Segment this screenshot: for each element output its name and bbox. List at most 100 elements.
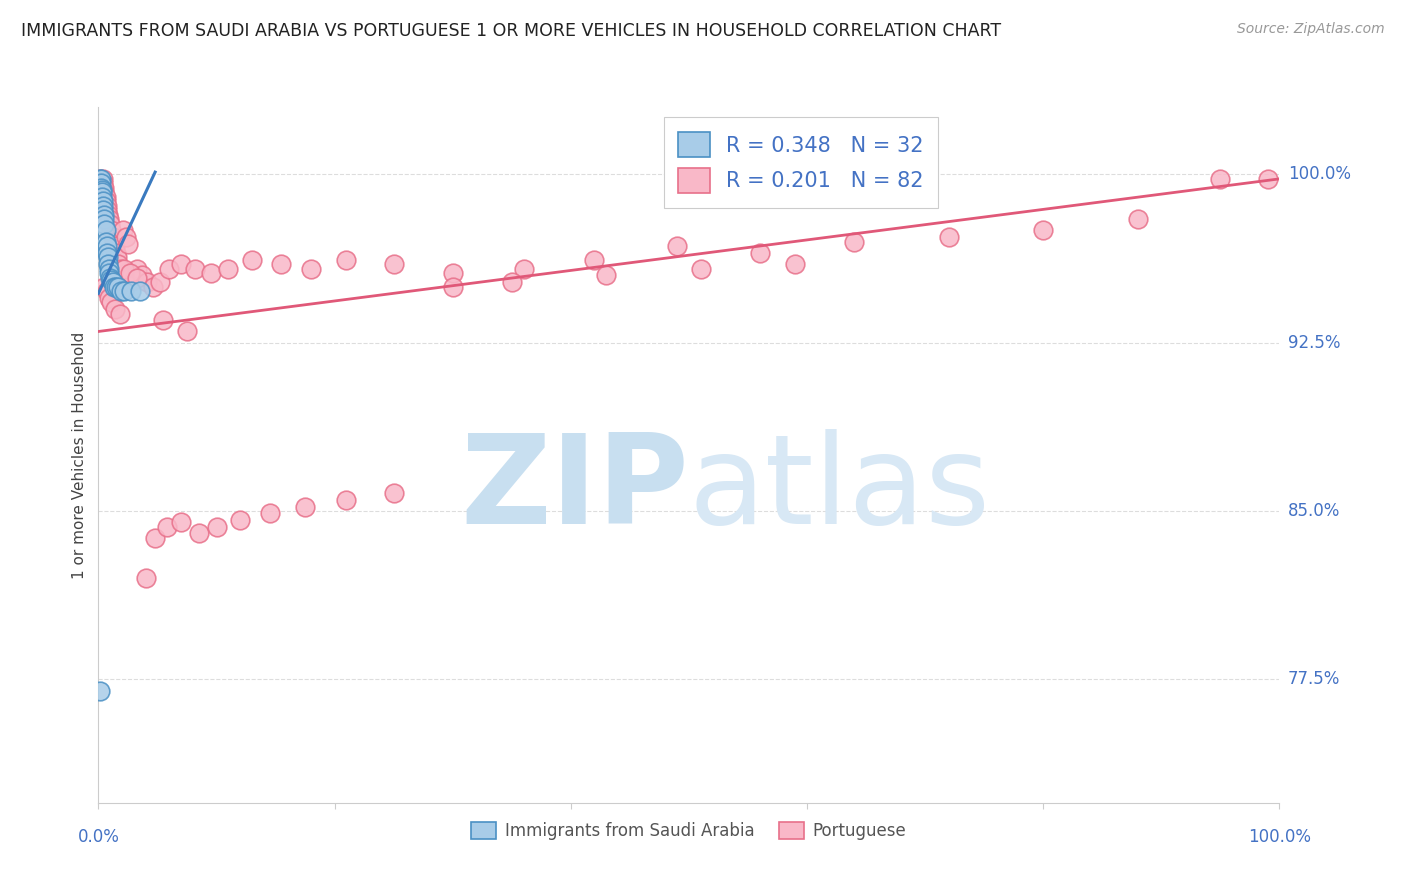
Point [91, 194, 114, 209]
Point [96, 284, 118, 298]
Point [91, 203, 114, 218]
Point [100, 295, 122, 310]
Point [98, 266, 121, 280]
Point [94, 235, 117, 249]
Point [170, 257, 193, 271]
Point [90, 177, 112, 191]
Point [270, 257, 292, 271]
Y-axis label: 1 or more Vehicles in Household: 1 or more Vehicles in Household [72, 331, 87, 579]
Point [299, 261, 322, 276]
Point [91, 172, 114, 186]
Point [170, 515, 193, 529]
Point [157, 261, 180, 276]
Point [96, 246, 118, 260]
Point [110, 284, 132, 298]
Point [112, 223, 135, 237]
Point [107, 279, 129, 293]
Point [240, 252, 263, 267]
Text: 100.0%: 100.0% [1249, 828, 1310, 846]
Point [120, 266, 142, 280]
Point [689, 261, 711, 276]
Point [105, 251, 128, 265]
Point [91, 190, 114, 204]
Point [259, 506, 281, 520]
Point [583, 252, 606, 267]
Point [844, 235, 866, 249]
Point [1209, 172, 1232, 186]
Point [104, 239, 127, 253]
Point [94, 194, 117, 209]
Point [135, 571, 157, 585]
Legend: Immigrants from Saudi Arabia, Portuguese: Immigrants from Saudi Arabia, Portuguese [465, 815, 912, 847]
Point [98, 261, 121, 276]
Point [176, 325, 198, 339]
Point [938, 230, 960, 244]
Point [91, 186, 114, 200]
Point [121, 284, 143, 298]
Point [142, 279, 165, 293]
Text: atlas: atlas [689, 429, 991, 550]
Point [90, 172, 112, 186]
Point [382, 486, 405, 500]
Point [112, 284, 135, 298]
Point [97, 208, 120, 222]
Point [229, 513, 252, 527]
Point [512, 261, 534, 276]
Point [93, 186, 115, 200]
Point [91, 186, 114, 200]
Point [187, 526, 209, 541]
Point [105, 246, 128, 260]
Point [595, 268, 617, 283]
Point [184, 261, 207, 276]
Point [100, 223, 122, 237]
Text: IMMIGRANTS FROM SAUDI ARABIA VS PORTUGUESE 1 OR MORE VEHICLES IN HOUSEHOLD CORRE: IMMIGRANTS FROM SAUDI ARABIA VS PORTUGUE… [21, 22, 1001, 40]
Point [127, 261, 149, 276]
Point [105, 279, 128, 293]
Point [94, 223, 117, 237]
Point [441, 266, 464, 280]
Point [117, 236, 139, 251]
Point [100, 273, 122, 287]
Point [103, 235, 125, 249]
Point [501, 275, 523, 289]
Point [98, 217, 121, 231]
Point [108, 306, 131, 320]
Point [97, 257, 120, 271]
Point [748, 246, 770, 260]
Text: 85.0%: 85.0% [1288, 502, 1340, 520]
Point [91, 183, 114, 197]
Point [294, 500, 316, 514]
Text: ZIP: ZIP [460, 429, 689, 550]
Point [335, 252, 357, 267]
Point [149, 275, 172, 289]
Point [135, 275, 157, 289]
Point [96, 203, 118, 218]
Point [93, 279, 115, 293]
Point [128, 284, 150, 298]
Point [103, 279, 125, 293]
Point [1032, 223, 1054, 237]
Point [200, 266, 222, 280]
Point [96, 239, 118, 253]
Point [152, 313, 174, 327]
Point [91, 177, 114, 191]
Point [112, 261, 135, 276]
Point [205, 520, 228, 534]
Point [441, 279, 464, 293]
Point [96, 199, 118, 213]
Point [101, 275, 124, 289]
Point [91, 199, 114, 213]
Point [98, 270, 121, 285]
Point [127, 270, 149, 285]
Point [143, 531, 166, 545]
Point [1126, 212, 1149, 227]
Point [156, 520, 179, 534]
Point [131, 268, 153, 283]
Point [107, 257, 129, 271]
Point [122, 273, 145, 287]
Point [93, 217, 115, 231]
Text: 0.0%: 0.0% [77, 828, 120, 846]
Text: 100.0%: 100.0% [1288, 165, 1351, 184]
Point [93, 181, 115, 195]
Point [97, 251, 120, 265]
